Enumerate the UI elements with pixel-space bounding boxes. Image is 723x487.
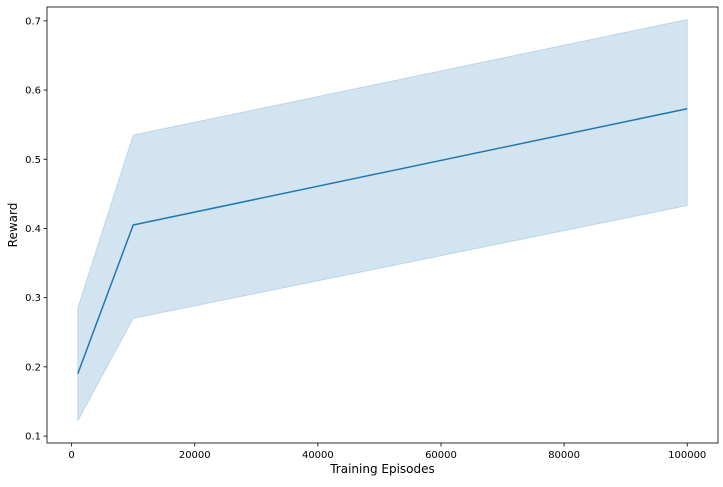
x-tick-label: 100000 (668, 450, 706, 461)
x-tick-label: 0 (68, 450, 74, 461)
y-tick-label: 0.2 (25, 362, 41, 373)
x-tick-label: 20000 (179, 450, 211, 461)
confidence-band-0 (77, 18, 688, 422)
y-tick-label: 0.1 (25, 432, 41, 443)
y-tick-label: 0.7 (25, 16, 41, 27)
y-tick-label: 0.4 (25, 224, 41, 235)
x-tick-label: 40000 (302, 450, 334, 461)
y-tick-label: 0.6 (25, 86, 41, 97)
x-axis-ticks: 0 20000 40000 60000 80000 100000 (68, 443, 706, 461)
x-tick-label: 60000 (425, 450, 457, 461)
y-tick-label: 0.3 (25, 293, 41, 304)
y-tick-label: 0.5 (25, 155, 41, 166)
y-axis-label: Reward (6, 203, 20, 248)
x-tick-label: 80000 (548, 450, 580, 461)
y-axis-ticks: 0.1 0.2 0.3 0.4 0.5 0.6 0.7 (25, 16, 47, 443)
series-line-layer (77, 107, 688, 375)
series-line-0 (77, 107, 688, 375)
x-axis-label: Training Episodes (329, 462, 435, 476)
confidence-band-layer (77, 18, 688, 422)
plot-area-frame (46, 6, 719, 444)
